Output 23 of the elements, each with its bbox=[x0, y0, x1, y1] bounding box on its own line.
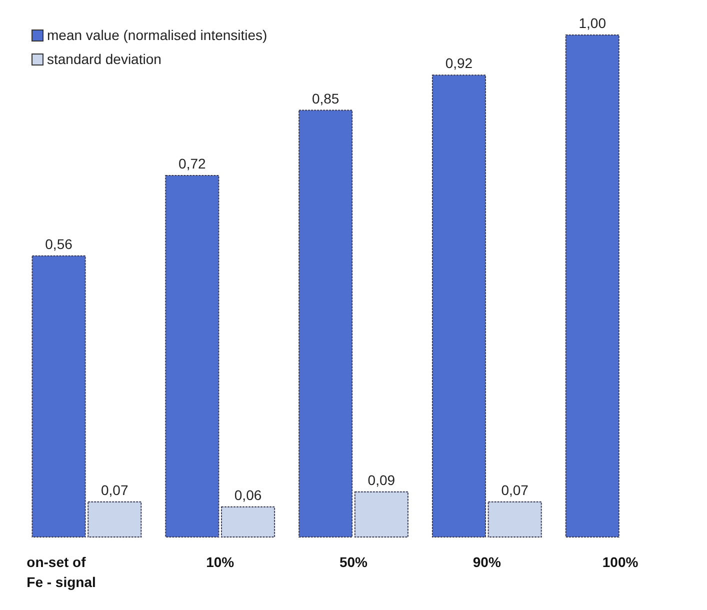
x-tick-label: 10% bbox=[206, 554, 235, 570]
x-tick-label: 50% bbox=[339, 554, 368, 570]
x-tick-label: 90% bbox=[472, 554, 502, 570]
bar bbox=[488, 501, 542, 538]
data-label: 0,56 bbox=[45, 236, 73, 252]
bar bbox=[354, 491, 408, 538]
bar bbox=[298, 110, 353, 538]
data-label: 0,06 bbox=[234, 486, 262, 503]
data-label: 0,92 bbox=[445, 55, 473, 72]
legend-label: standard deviation bbox=[47, 51, 162, 67]
bar bbox=[220, 506, 276, 538]
bar bbox=[165, 175, 220, 538]
x-tick-label: 100% bbox=[602, 554, 639, 570]
data-label: 0,85 bbox=[312, 90, 340, 106]
x-tick-label: on-set of Fe - signal bbox=[26, 554, 96, 590]
data-label: 0,07 bbox=[100, 482, 128, 498]
bar bbox=[432, 74, 486, 538]
legend-label: mean value (normalised intensities) bbox=[47, 27, 268, 43]
bar bbox=[565, 34, 620, 538]
data-label: 0,09 bbox=[368, 472, 396, 488]
data-label: 1,00 bbox=[578, 15, 606, 31]
data-label: 0,72 bbox=[178, 156, 206, 172]
data-label: 0,07 bbox=[501, 482, 529, 498]
